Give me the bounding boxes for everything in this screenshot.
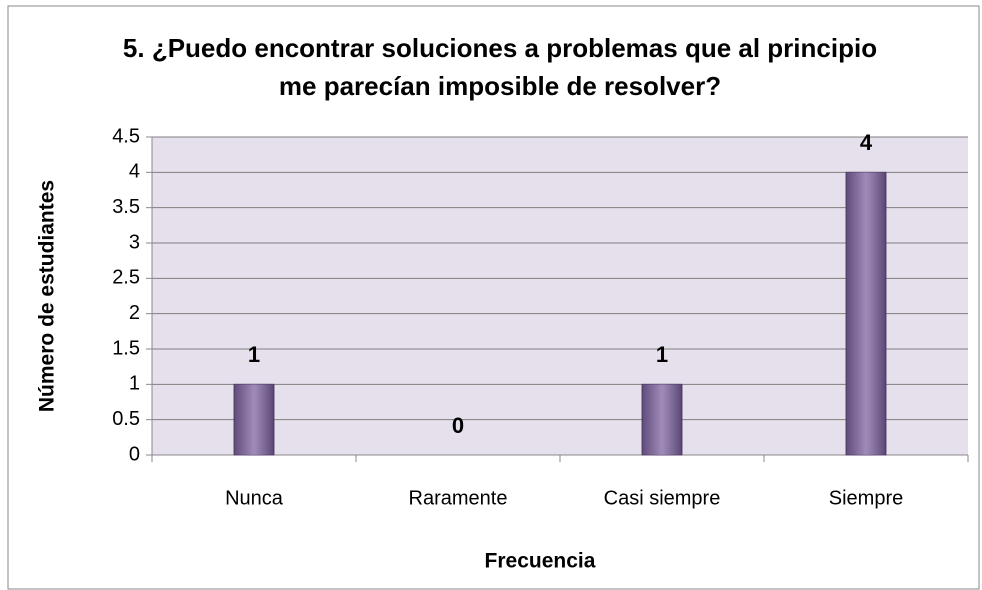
chart-title: 5. ¿Puedo encontrar soluciones a problem… — [123, 33, 877, 63]
data-label: 4 — [860, 130, 873, 155]
y-tick-label: 4.5 — [112, 125, 140, 147]
y-tick-label: 0.5 — [112, 408, 140, 430]
y-tick-label: 1.5 — [112, 337, 140, 359]
data-label: 0 — [452, 413, 464, 438]
data-label: 1 — [656, 342, 668, 367]
x-tick-label: Siempre — [829, 487, 903, 509]
y-axis-title: Número de estudiantes — [36, 180, 59, 412]
y-tick-label: 2.5 — [112, 267, 140, 289]
y-tick-label: 2 — [129, 302, 140, 324]
plot-area — [152, 137, 968, 455]
y-tick-label: 4 — [129, 161, 140, 183]
y-tick-label: 3.5 — [112, 196, 140, 218]
y-tick-label: 0 — [129, 443, 140, 465]
x-tick-label: Raramente — [409, 487, 508, 509]
x-axis-title: Frecuencia — [485, 550, 596, 573]
bar-shade — [846, 172, 886, 456]
data-label: 1 — [248, 342, 260, 367]
x-tick-label: Nunca — [225, 487, 284, 509]
bar-shade — [642, 384, 682, 455]
x-tick-label: Casi siempre — [604, 487, 721, 509]
y-tick-label: 1 — [129, 373, 140, 395]
y-tick-label: 3 — [129, 231, 140, 253]
chart-title: me parecían imposible de resolver? — [279, 71, 721, 101]
bar-shade — [234, 384, 274, 455]
